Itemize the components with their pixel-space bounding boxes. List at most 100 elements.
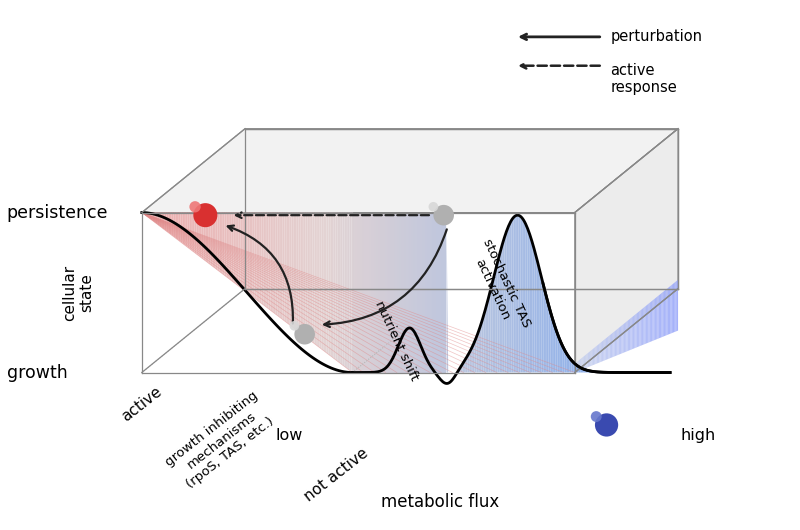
Polygon shape xyxy=(401,213,402,373)
Polygon shape xyxy=(348,213,350,370)
Polygon shape xyxy=(392,213,394,373)
Polygon shape xyxy=(418,213,420,373)
Polygon shape xyxy=(219,213,221,273)
Text: high: high xyxy=(680,428,715,443)
Polygon shape xyxy=(269,213,270,310)
Polygon shape xyxy=(608,335,610,359)
Polygon shape xyxy=(466,356,467,373)
Polygon shape xyxy=(505,232,506,373)
Polygon shape xyxy=(677,280,678,331)
Polygon shape xyxy=(675,281,677,332)
Polygon shape xyxy=(166,213,168,233)
Polygon shape xyxy=(610,334,611,358)
Polygon shape xyxy=(446,213,448,373)
Polygon shape xyxy=(499,249,501,373)
Text: cellular
state: cellular state xyxy=(62,264,94,321)
Polygon shape xyxy=(369,213,370,373)
Polygon shape xyxy=(473,341,474,373)
Polygon shape xyxy=(223,213,225,276)
Polygon shape xyxy=(578,367,580,373)
Polygon shape xyxy=(614,330,616,356)
Polygon shape xyxy=(395,213,397,373)
Polygon shape xyxy=(670,285,672,334)
Polygon shape xyxy=(478,328,480,373)
Polygon shape xyxy=(603,340,605,361)
Polygon shape xyxy=(209,213,210,265)
Polygon shape xyxy=(149,213,150,219)
Polygon shape xyxy=(247,213,250,294)
Polygon shape xyxy=(339,213,341,364)
Polygon shape xyxy=(515,215,517,373)
Polygon shape xyxy=(510,220,512,373)
Polygon shape xyxy=(577,365,578,373)
Polygon shape xyxy=(588,352,589,367)
Polygon shape xyxy=(587,370,589,373)
Polygon shape xyxy=(168,213,170,234)
Polygon shape xyxy=(635,313,637,348)
Polygon shape xyxy=(601,342,602,362)
Polygon shape xyxy=(330,213,332,357)
Text: stochastic TAS
activation: stochastic TAS activation xyxy=(466,236,532,335)
Polygon shape xyxy=(445,213,446,373)
Polygon shape xyxy=(496,262,498,373)
Polygon shape xyxy=(625,322,626,352)
Polygon shape xyxy=(467,352,470,373)
Polygon shape xyxy=(244,213,246,292)
Text: perturbation: perturbation xyxy=(610,29,702,45)
Polygon shape xyxy=(542,278,543,373)
Polygon shape xyxy=(423,213,426,373)
Polygon shape xyxy=(483,310,486,373)
Polygon shape xyxy=(158,213,159,226)
Polygon shape xyxy=(545,292,547,373)
Polygon shape xyxy=(420,213,422,373)
Polygon shape xyxy=(196,213,198,255)
Polygon shape xyxy=(378,213,379,373)
Polygon shape xyxy=(432,213,434,373)
Polygon shape xyxy=(226,213,228,278)
Polygon shape xyxy=(508,223,510,373)
Polygon shape xyxy=(533,244,534,373)
Polygon shape xyxy=(543,285,545,373)
Polygon shape xyxy=(234,213,235,284)
Polygon shape xyxy=(210,213,212,266)
Polygon shape xyxy=(658,295,660,339)
Text: low: low xyxy=(275,428,302,443)
Polygon shape xyxy=(672,284,673,333)
Polygon shape xyxy=(383,213,385,373)
Polygon shape xyxy=(526,224,527,373)
Polygon shape xyxy=(514,216,515,373)
Polygon shape xyxy=(642,308,643,345)
Polygon shape xyxy=(341,213,342,365)
Polygon shape xyxy=(633,315,634,349)
Polygon shape xyxy=(462,361,464,373)
Polygon shape xyxy=(598,372,600,373)
Polygon shape xyxy=(498,255,499,373)
Polygon shape xyxy=(338,213,339,363)
Polygon shape xyxy=(355,213,357,373)
Polygon shape xyxy=(276,213,278,315)
Polygon shape xyxy=(556,329,558,373)
Polygon shape xyxy=(521,216,522,373)
Polygon shape xyxy=(182,213,184,245)
Polygon shape xyxy=(203,213,206,261)
Polygon shape xyxy=(270,213,272,312)
Polygon shape xyxy=(316,213,318,346)
Text: growth: growth xyxy=(6,364,67,382)
Polygon shape xyxy=(458,367,461,373)
Polygon shape xyxy=(648,303,650,342)
Polygon shape xyxy=(362,213,364,373)
Polygon shape xyxy=(656,297,658,340)
Point xyxy=(438,211,450,219)
Polygon shape xyxy=(638,311,639,347)
Polygon shape xyxy=(357,213,358,373)
Polygon shape xyxy=(574,363,576,373)
Polygon shape xyxy=(591,349,593,366)
Polygon shape xyxy=(207,213,209,263)
Polygon shape xyxy=(353,213,355,373)
Polygon shape xyxy=(228,213,230,279)
Polygon shape xyxy=(536,257,538,373)
Polygon shape xyxy=(669,286,670,334)
Polygon shape xyxy=(414,213,417,373)
Polygon shape xyxy=(417,213,418,373)
Polygon shape xyxy=(313,213,314,343)
